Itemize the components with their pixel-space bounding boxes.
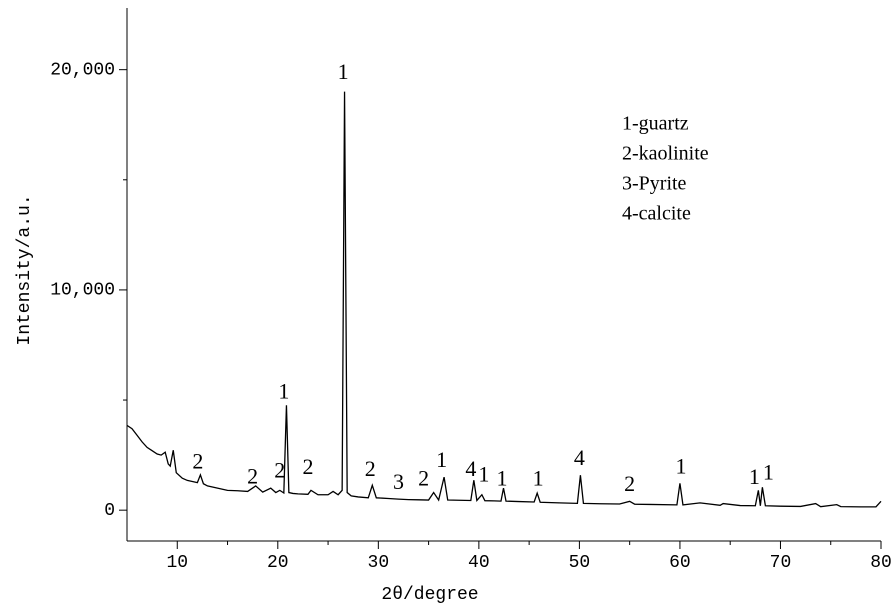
key-text: 4-calcite [622,203,691,225]
y-tick-label: 10,000 [50,281,115,301]
peak-label: 3 [393,469,404,494]
key-text: 3-Pyrite [622,173,687,195]
xrd-trace [126,91,882,508]
peak-label: 1 [478,461,489,486]
peak-label: 2 [624,471,635,496]
peak-label: 1 [675,453,686,478]
y-axis-label: Intensity/a.u. [15,194,35,345]
peak-label: 2 [247,463,258,488]
x-tick-label: 60 [669,553,691,573]
peak-label: 1 [749,464,760,489]
peak-label: 2 [274,457,285,482]
peak-label: 2 [302,454,313,479]
peak-label: 1 [763,459,774,484]
peak-label: 1 [278,378,289,403]
x-tick-label: 40 [468,553,490,573]
x-tick-label: 80 [870,553,892,573]
y-tick-label: 20,000 [50,60,115,80]
x-tick-label: 30 [368,553,390,573]
key-text: 1-guartz [622,113,689,135]
peak-label: 2 [365,456,376,481]
peak-label: 1 [533,465,544,490]
peak-label: 2 [192,448,203,473]
x-tick-label: 10 [166,553,188,573]
x-tick-label: 20 [267,553,289,573]
x-tick-label: 50 [569,553,591,573]
peak-label: 4 [465,456,476,481]
peak-label: 1 [436,447,447,472]
peak-label: 1 [338,59,349,84]
key-text: 2-kaolinite [622,143,709,165]
peak-label: 2 [418,465,429,490]
peak-label: 1 [496,465,507,490]
x-axis-label: 2θ/degree [381,585,478,605]
y-tick-label: 0 [104,501,115,521]
x-tick-label: 70 [770,553,792,573]
peak-label: 4 [574,445,585,470]
